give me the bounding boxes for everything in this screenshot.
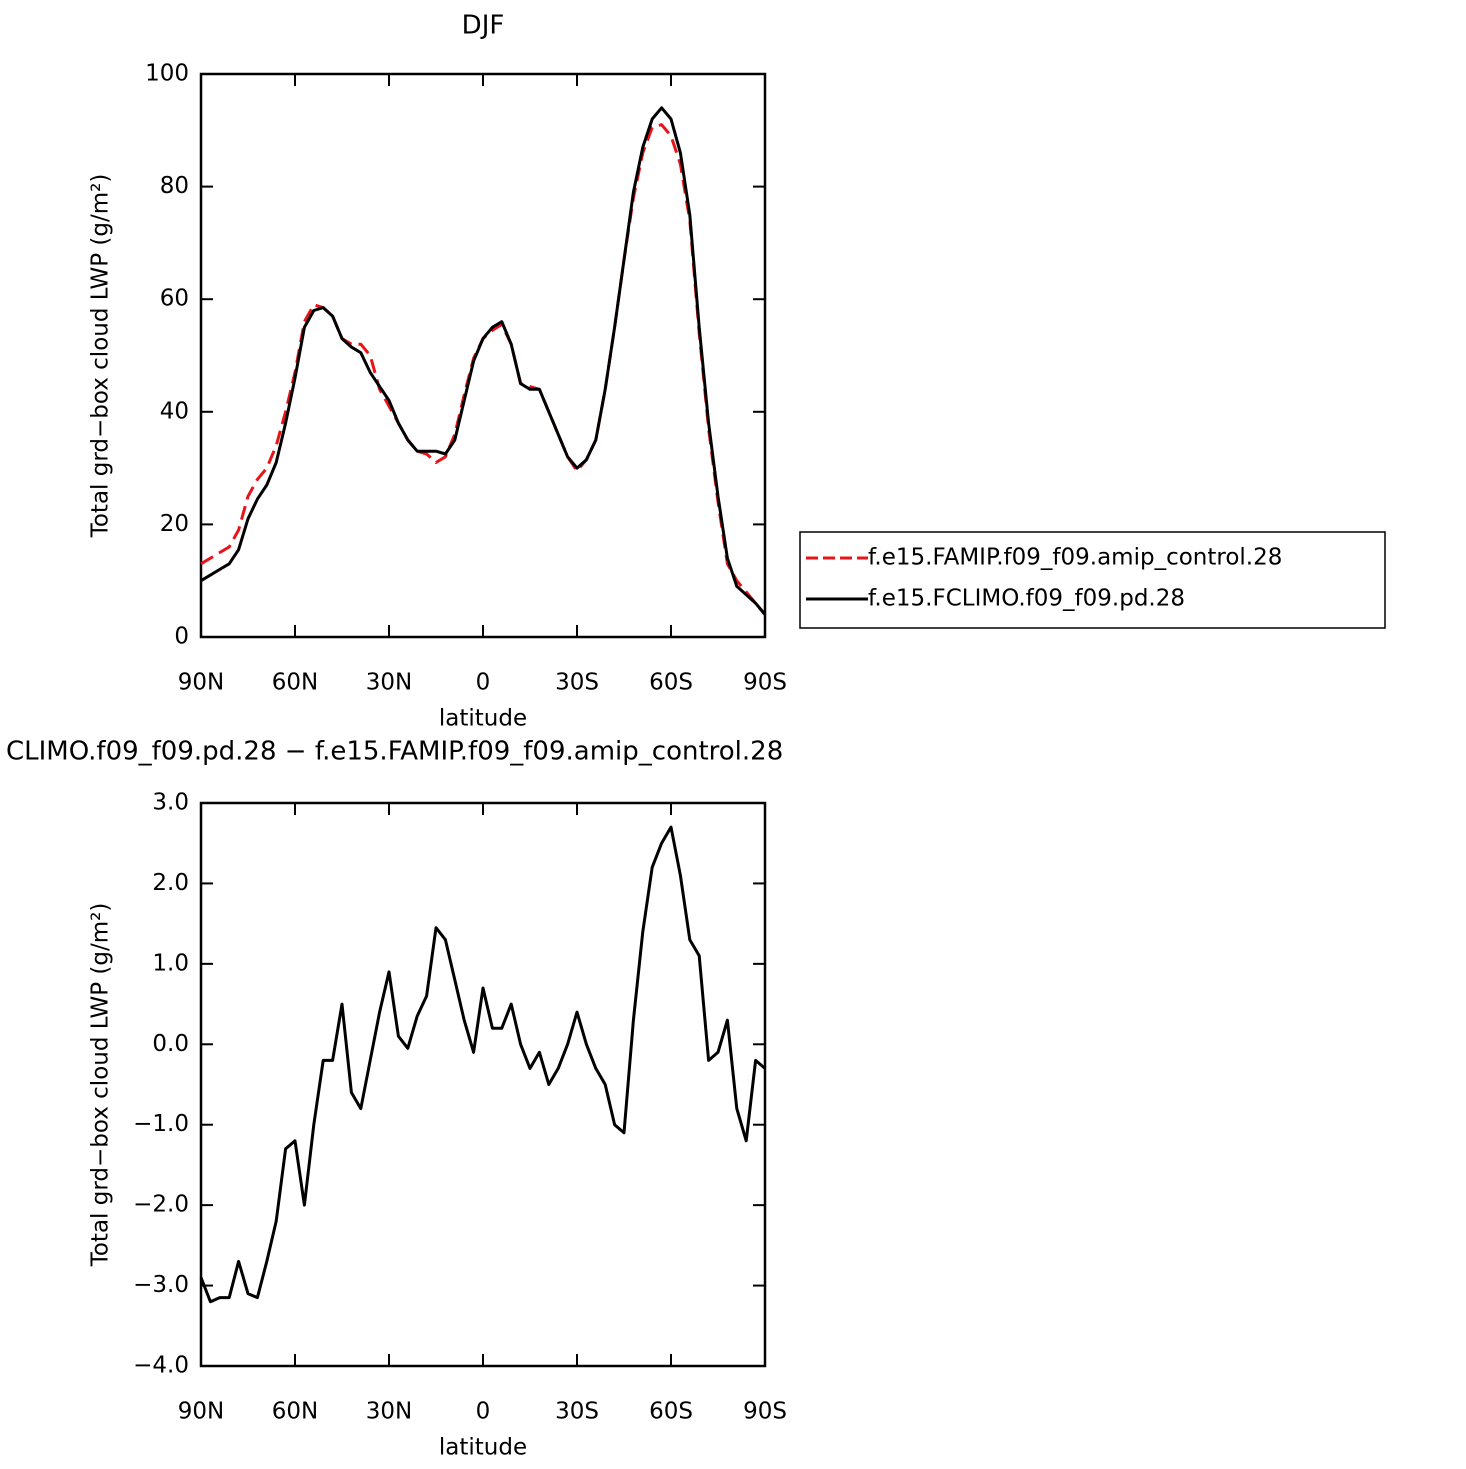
y-tick-label: 80 [160, 173, 189, 199]
y-tick-label: 3.0 [152, 790, 189, 816]
x-tick-label: 60S [649, 1399, 693, 1425]
series-line [200, 123, 767, 616]
legend-label: f.e15.FCLIMO.f09_f09.pd.28 [868, 586, 1185, 612]
series-line [200, 106, 767, 616]
y-tick-label: −2.0 [133, 1192, 189, 1218]
y-tick-label: −3.0 [133, 1272, 189, 1298]
y-tick-label: 20 [160, 511, 189, 537]
chart-title: CLIMO.f09_f09.pd.28 − f.e15.FAMIP.f09_f0… [6, 737, 783, 767]
y-axis-label: Total grd−box cloud LWP (g/m²) [88, 174, 114, 539]
x-tick-label: 30S [555, 670, 599, 696]
x-tick-label: 90S [743, 1399, 787, 1425]
x-tick-label: 0 [476, 670, 491, 696]
y-tick-label: 40 [160, 398, 189, 424]
x-tick-label: 90N [178, 1399, 224, 1425]
plot-frame [199, 801, 767, 1368]
legend-box [799, 531, 1386, 629]
x-tick-label: 60N [272, 670, 318, 696]
x-axis-label: latitude [439, 706, 527, 732]
y-tick-label: 0.0 [152, 1031, 189, 1057]
x-tick-label: 60S [649, 670, 693, 696]
x-tick-label: 30N [366, 670, 412, 696]
chart-title: DJF [462, 11, 505, 41]
x-tick-label: 60N [272, 1399, 318, 1425]
x-tick-label: 0 [476, 1399, 491, 1425]
y-axis-label: Total grd−box cloud LWP (g/m²) [88, 903, 114, 1268]
y-tick-label: 100 [145, 61, 189, 87]
x-axis-label: latitude [439, 1435, 527, 1461]
y-tick-label: 0 [174, 624, 189, 650]
y-tick-label: 60 [160, 286, 189, 312]
y-tick-label: −4.0 [133, 1353, 189, 1379]
x-tick-label: 30S [555, 1399, 599, 1425]
y-tick-label: −1.0 [133, 1111, 189, 1137]
x-tick-label: 30N [366, 1399, 412, 1425]
series-line [199, 825, 766, 1304]
legend-label: f.e15.FAMIP.f09_f09.amip_control.28 [868, 545, 1282, 571]
x-tick-label: 90S [743, 670, 787, 696]
x-tick-label: 90N [178, 670, 224, 696]
y-tick-label: 2.0 [152, 870, 189, 896]
y-tick-label: 1.0 [152, 950, 189, 976]
